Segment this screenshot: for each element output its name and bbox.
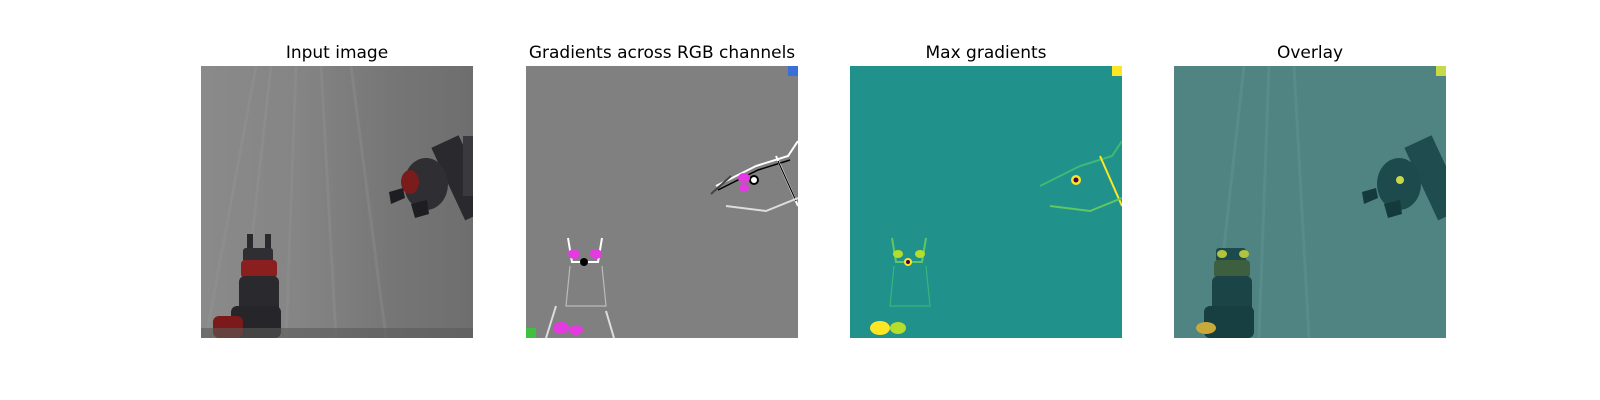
panel-max-gradients: Max gradients: [850, 40, 1122, 338]
panel-title-input: Input image: [285, 43, 389, 63]
panel-input-image: Input image: [201, 40, 473, 338]
overlay-image: [1174, 66, 1446, 338]
input-image: [201, 66, 473, 338]
gradients-rgb-image: [526, 66, 798, 338]
max-gradients-image: [850, 66, 1122, 338]
panel-title-max-gradients: Max gradients: [925, 43, 1047, 63]
panel-overlay: Overlay: [1174, 40, 1446, 338]
panel-gradients-rgb: Gradients across RGB channels: [526, 40, 798, 338]
overlay-robot-arm-right: [1362, 135, 1446, 221]
robot-arm-right: [389, 135, 473, 221]
panel-title-overlay: Overlay: [1276, 43, 1344, 63]
panel-title-gradients-rgb: Gradients across RGB channels: [528, 43, 796, 63]
overlay-robot-arm-left: [1196, 248, 1254, 338]
